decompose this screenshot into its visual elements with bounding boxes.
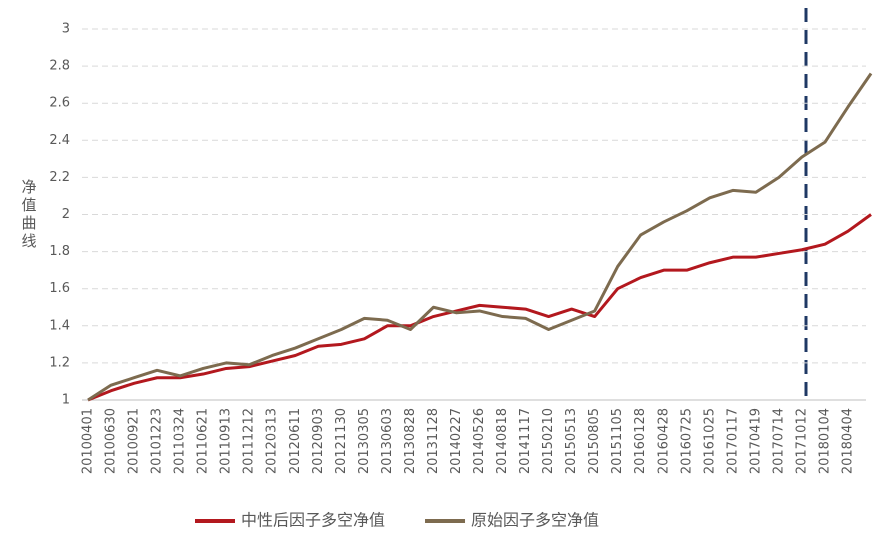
x-tick-label: 20121130 xyxy=(334,408,349,474)
x-tick-label: 20180104 xyxy=(817,408,832,474)
x-tick-label: 20130305 xyxy=(357,408,372,474)
x-tick-label: 20150805 xyxy=(587,408,602,474)
x-tick-label: 20170117 xyxy=(725,408,740,474)
legend-label: 中性后因子多空净值 xyxy=(241,511,385,530)
x-tick-label: 20160128 xyxy=(633,408,648,474)
x-tick-label: 20120611 xyxy=(288,408,303,474)
x-tick-label: 20100401 xyxy=(81,408,96,474)
series-line xyxy=(87,213,872,402)
x-tick-label: 20110621 xyxy=(196,408,211,474)
x-tick-label: 20150513 xyxy=(564,408,579,474)
series-line xyxy=(87,72,873,402)
y-tick-label: 2.4 xyxy=(49,133,70,148)
x-tick-label: 20150210 xyxy=(541,408,556,474)
x-tick-label: 20120313 xyxy=(265,408,280,474)
y-tick-label: 2.2 xyxy=(49,170,70,185)
x-tick-label: 20140818 xyxy=(495,408,510,474)
x-tick-label: 20141117 xyxy=(518,408,533,474)
y-axis-label: 净值曲线 xyxy=(20,179,38,251)
x-tick-label: 20131128 xyxy=(426,408,441,474)
y-tick-label: 2 xyxy=(62,207,70,222)
x-tick-label: 20151105 xyxy=(610,408,625,474)
x-tick-label: 20100921 xyxy=(127,408,142,474)
x-tick-label: 20171012 xyxy=(794,408,809,474)
y-tick-label: 1.2 xyxy=(49,355,70,370)
x-tick-label: 20170419 xyxy=(748,408,763,474)
legend-label: 原始因子多空净值 xyxy=(471,511,599,530)
x-tick-label: 20160725 xyxy=(679,408,694,474)
x-tick-label: 20120903 xyxy=(311,408,326,474)
y-tick-label: 1.6 xyxy=(49,281,70,296)
x-tick-label: 20110913 xyxy=(219,408,234,474)
y-tick-label: 1.8 xyxy=(49,244,70,259)
x-tick-label: 20180404 xyxy=(841,408,856,474)
x-tick-label: 20101223 xyxy=(150,408,165,474)
x-tick-label: 20111212 xyxy=(242,408,257,474)
y-tick-label: 2.8 xyxy=(49,59,70,74)
x-tick-label: 20170714 xyxy=(771,408,786,474)
x-tick-label: 20160428 xyxy=(656,408,671,474)
x-tick-label: 20100630 xyxy=(104,408,119,474)
x-tick-label: 20140526 xyxy=(472,408,487,474)
y-tick-label: 2.6 xyxy=(49,96,70,111)
x-tick-label: 20161025 xyxy=(702,408,717,474)
x-tick-label: 20140227 xyxy=(449,408,464,474)
y-tick-label: 1 xyxy=(62,393,70,408)
x-tick-label: 20130828 xyxy=(403,408,418,474)
y-tick-label: 3 xyxy=(62,22,70,37)
y-tick-label: 1.4 xyxy=(49,318,70,333)
x-tick-label: 20110324 xyxy=(173,408,188,474)
x-tick-label: 20130603 xyxy=(380,408,395,474)
